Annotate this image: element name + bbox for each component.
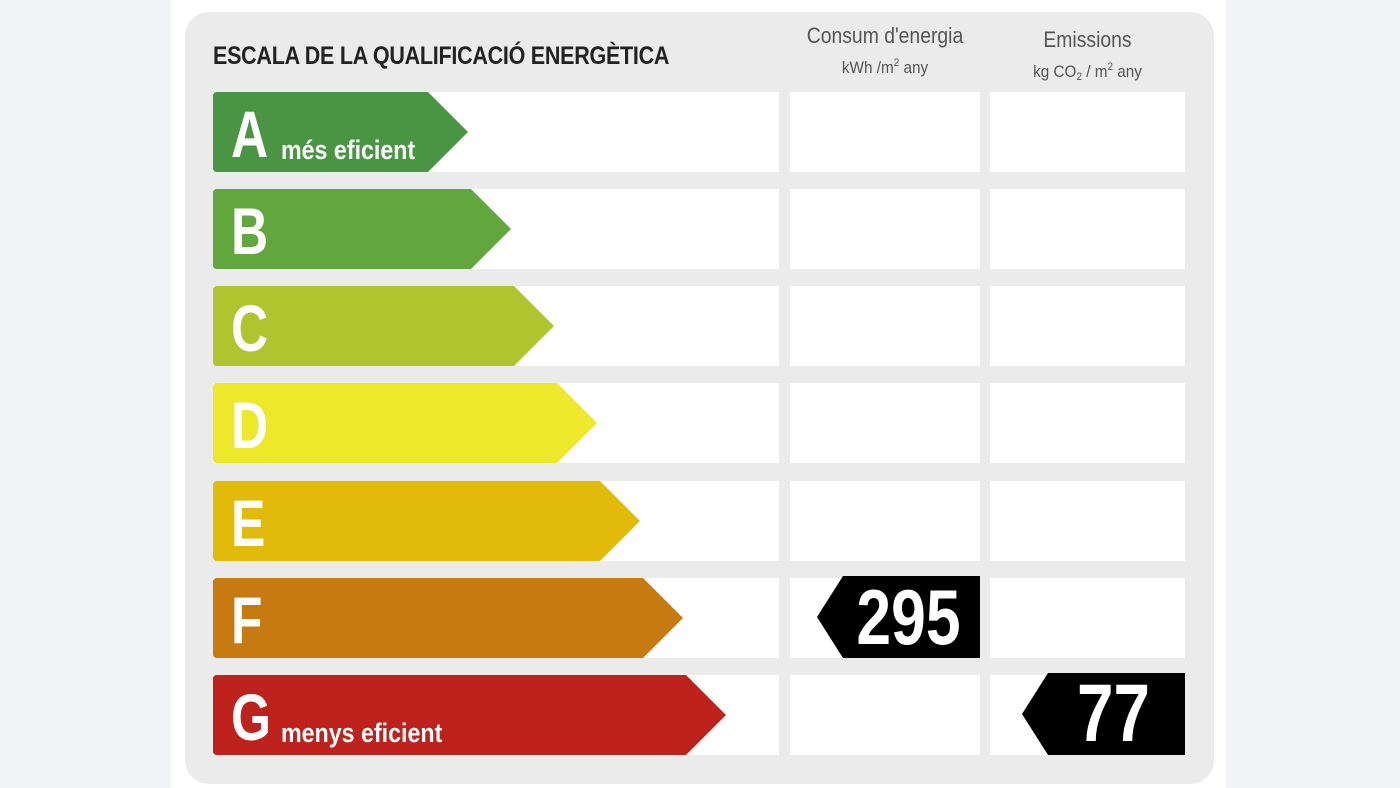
emissions-marker-value: 77: [1077, 668, 1150, 759]
consumption-cell: [790, 481, 980, 561]
rating-letter: G: [231, 680, 272, 754]
rating-letter: F: [231, 583, 263, 657]
rating-arrow-f: F: [213, 578, 683, 658]
consumption-marker-value: 295: [856, 573, 961, 661]
rating-arrow-d: D: [213, 383, 597, 463]
consumption-header-unit: kWh /m2 any: [841, 57, 929, 77]
consumption-header-label: Consum d'energia: [806, 23, 964, 48]
rating-sublabel: més eficient: [281, 135, 416, 165]
rating-letter: B: [231, 194, 269, 268]
rating-arrow-e: E: [213, 481, 640, 561]
emissions-header-label: Emissions: [1043, 27, 1132, 52]
emissions-column-header: Emissions kg CO2 / m2 any: [990, 26, 1185, 90]
rating-letter: C: [231, 291, 269, 365]
consumption-cell: [790, 189, 980, 269]
consumption-marker: 295: [817, 576, 980, 658]
emissions-cell: [990, 286, 1185, 366]
rating-letter: E: [231, 486, 266, 560]
emissions-cell: [990, 383, 1185, 463]
label-title: ESCALA DE LA QUALIFICACIÓ ENERGÈTICA: [213, 42, 670, 70]
emissions-cell: [990, 578, 1185, 658]
consumption-cell: [790, 383, 980, 463]
rating-arrow-c: C: [213, 286, 554, 366]
emissions-cell: [990, 189, 1185, 269]
rating-letter: A: [231, 97, 269, 171]
emissions-cell: [990, 481, 1185, 561]
emissions-marker: 77: [1022, 673, 1185, 755]
emissions-cell: [990, 92, 1185, 172]
consumption-column-header: Consum d'energia kWh /m2 any: [790, 22, 980, 81]
emissions-header-unit: kg CO2 / m2 any: [1033, 61, 1142, 83]
consumption-cell: [790, 675, 980, 755]
consumption-cell: [790, 286, 980, 366]
rating-letter: D: [231, 388, 269, 462]
consumption-cell: [790, 92, 980, 172]
rating-arrow-b: B: [213, 189, 511, 269]
rating-sublabel: menys eficient: [281, 718, 443, 748]
